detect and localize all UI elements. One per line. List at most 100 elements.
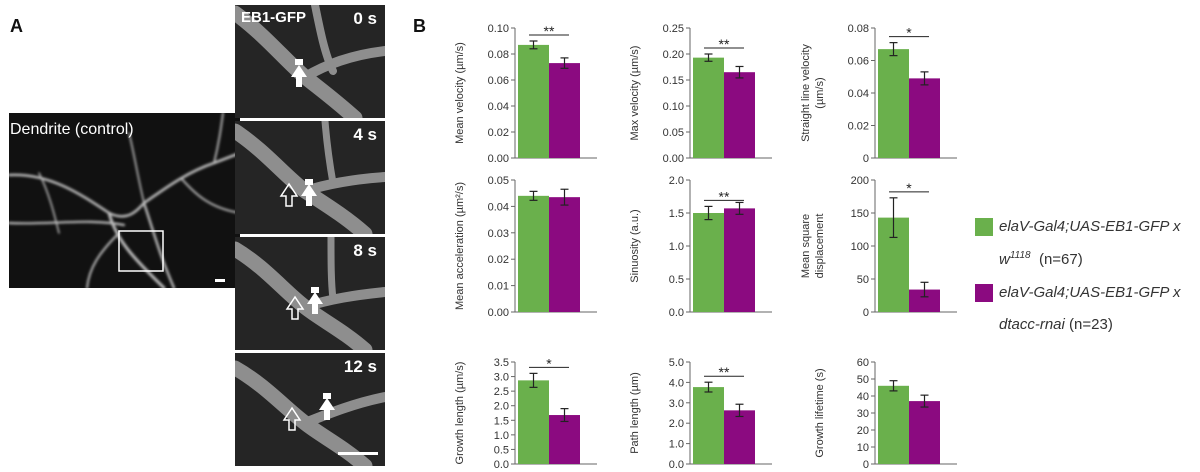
y-tick-label: 100 (851, 241, 869, 253)
y-tick-label: 1.0 (494, 430, 509, 442)
bar-rnai (724, 208, 755, 312)
y-tick-label: 0.0 (669, 307, 684, 319)
scale-bar (338, 452, 378, 455)
legend-rnai-line1: elaV-Gal4;UAS-EB1-GFP x (999, 284, 1181, 301)
frame-image (235, 360, 385, 466)
outline-arrow-icon (285, 295, 305, 320)
y-axis-label: Sinuosity (a.u.) (629, 209, 641, 282)
bar-rnai (909, 401, 940, 464)
dendrite-network-image (9, 113, 240, 288)
panel-a-label: A (10, 16, 23, 36)
timelapse-frame-0: EB1-GFP 0 s (235, 5, 385, 118)
timelapse-frame-1: 4 s (235, 121, 385, 234)
micrograph-title: Dendrite (control) (10, 121, 134, 138)
y-axis-label: Growth length (µm/s) (454, 362, 466, 465)
legend-control-n: (n=67) (1038, 251, 1083, 268)
legend-control-genotype-sup: 1118 (1009, 250, 1031, 261)
up-arrow-icon (301, 184, 317, 206)
significance-marker: * (546, 355, 552, 371)
y-tick-label: 0.5 (494, 444, 509, 456)
y-tick-label: 0.02 (488, 127, 509, 139)
up-arrow-icon (319, 398, 335, 420)
y-tick-label: 0.00 (488, 153, 509, 165)
y-axis-label: Mean square (800, 214, 812, 278)
y-tick-label: 0.20 (663, 49, 684, 61)
y-tick-label: 2.0 (494, 401, 509, 413)
bar-control (693, 57, 724, 158)
y-tick-label: 5.0 (669, 357, 684, 369)
y-tick-label: 0.02 (488, 254, 509, 266)
bar-control (693, 387, 724, 464)
legend-control-genotype: w (999, 251, 1010, 268)
y-tick-label: 0.02 (848, 121, 869, 133)
bar-control (878, 49, 909, 158)
y-tick-label: 2.0 (669, 418, 684, 430)
scale-bar (215, 279, 225, 282)
timelapse-frame-2: 8 s (235, 237, 385, 350)
frame-image (235, 121, 385, 234)
legend-control-line1: elaV-Gal4;UAS-EB1-GFP x (999, 218, 1181, 235)
panel-b-label: B (413, 16, 426, 36)
y-axis-label: Max velocity (µm/s) (629, 46, 641, 141)
y-tick-label: 0 (863, 307, 869, 319)
dendrite-micrograph (9, 113, 240, 288)
y-tick-label: 0.08 (488, 49, 509, 61)
y-tick-label: 0.00 (488, 307, 509, 319)
y-tick-label: 0.04 (488, 201, 509, 213)
y-tick-label: 30 (857, 408, 869, 420)
bar-rnai (549, 63, 580, 158)
y-tick-label: 20 (857, 425, 869, 437)
y-tick-label: 1.0 (669, 439, 684, 451)
frame-time-label: 12 s (343, 357, 377, 376)
y-tick-label: 0.06 (488, 75, 509, 87)
bar-rnai (549, 197, 580, 312)
y-tick-label: 0 (863, 153, 869, 165)
y-tick-label: 0.01 (488, 281, 509, 293)
y-tick-label: 200 (851, 175, 869, 187)
y-tick-label: 1.5 (669, 208, 684, 220)
y-tick-label: 0.10 (663, 101, 684, 113)
legend-rnai-genotype: dtacc-rnai (999, 316, 1065, 333)
y-tick-label: 3.5 (494, 357, 509, 369)
y-tick-label: 0.05 (488, 175, 509, 187)
y-tick-label: 40 (857, 391, 869, 403)
y-tick-label: 150 (851, 208, 869, 220)
y-tick-label: 0.0 (669, 459, 684, 471)
up-arrow-icon (291, 65, 307, 87)
y-tick-label: 0.00 (663, 153, 684, 165)
legend-rnai-n: (n=23) (1069, 316, 1113, 333)
bar-control (878, 385, 909, 464)
frame-image (235, 5, 385, 118)
significance-marker: * (906, 25, 912, 41)
y-tick-label: 3.0 (494, 372, 509, 384)
bar-rnai (549, 415, 580, 464)
y-tick-label: 1.5 (494, 415, 509, 427)
y-tick-label: 0.05 (663, 127, 684, 139)
y-tick-label: 2.5 (494, 386, 509, 398)
significance-marker: ** (719, 36, 730, 52)
frame-image (235, 237, 385, 350)
significance-marker: ** (719, 364, 730, 380)
bar-rnai (724, 410, 755, 464)
bar-rnai (909, 78, 940, 158)
y-tick-label: 0.04 (848, 88, 869, 100)
y-axis-label: Mean velocity (µm/s) (454, 42, 466, 144)
y-tick-label: 0 (863, 459, 869, 471)
y-tick-label: 0.03 (488, 228, 509, 240)
bar-control (518, 380, 549, 464)
y-tick-label: 3.0 (669, 398, 684, 410)
y-tick-label: 0.0 (494, 459, 509, 471)
y-tick-label: 60 (857, 357, 869, 369)
timelapse-frame-3: 12 s (235, 353, 385, 466)
bar-rnai (724, 72, 755, 158)
outline-arrow-icon (282, 406, 302, 431)
bar-control (693, 213, 724, 312)
y-tick-label: 2.0 (669, 175, 684, 187)
up-arrow-icon (307, 292, 323, 314)
y-tick-label: 50 (857, 274, 869, 286)
y-tick-label: 0.25 (663, 23, 684, 35)
y-tick-label: 0.06 (848, 56, 869, 68)
y-tick-label: 10 (857, 442, 869, 454)
frame-time-label: 0 s (353, 9, 377, 28)
